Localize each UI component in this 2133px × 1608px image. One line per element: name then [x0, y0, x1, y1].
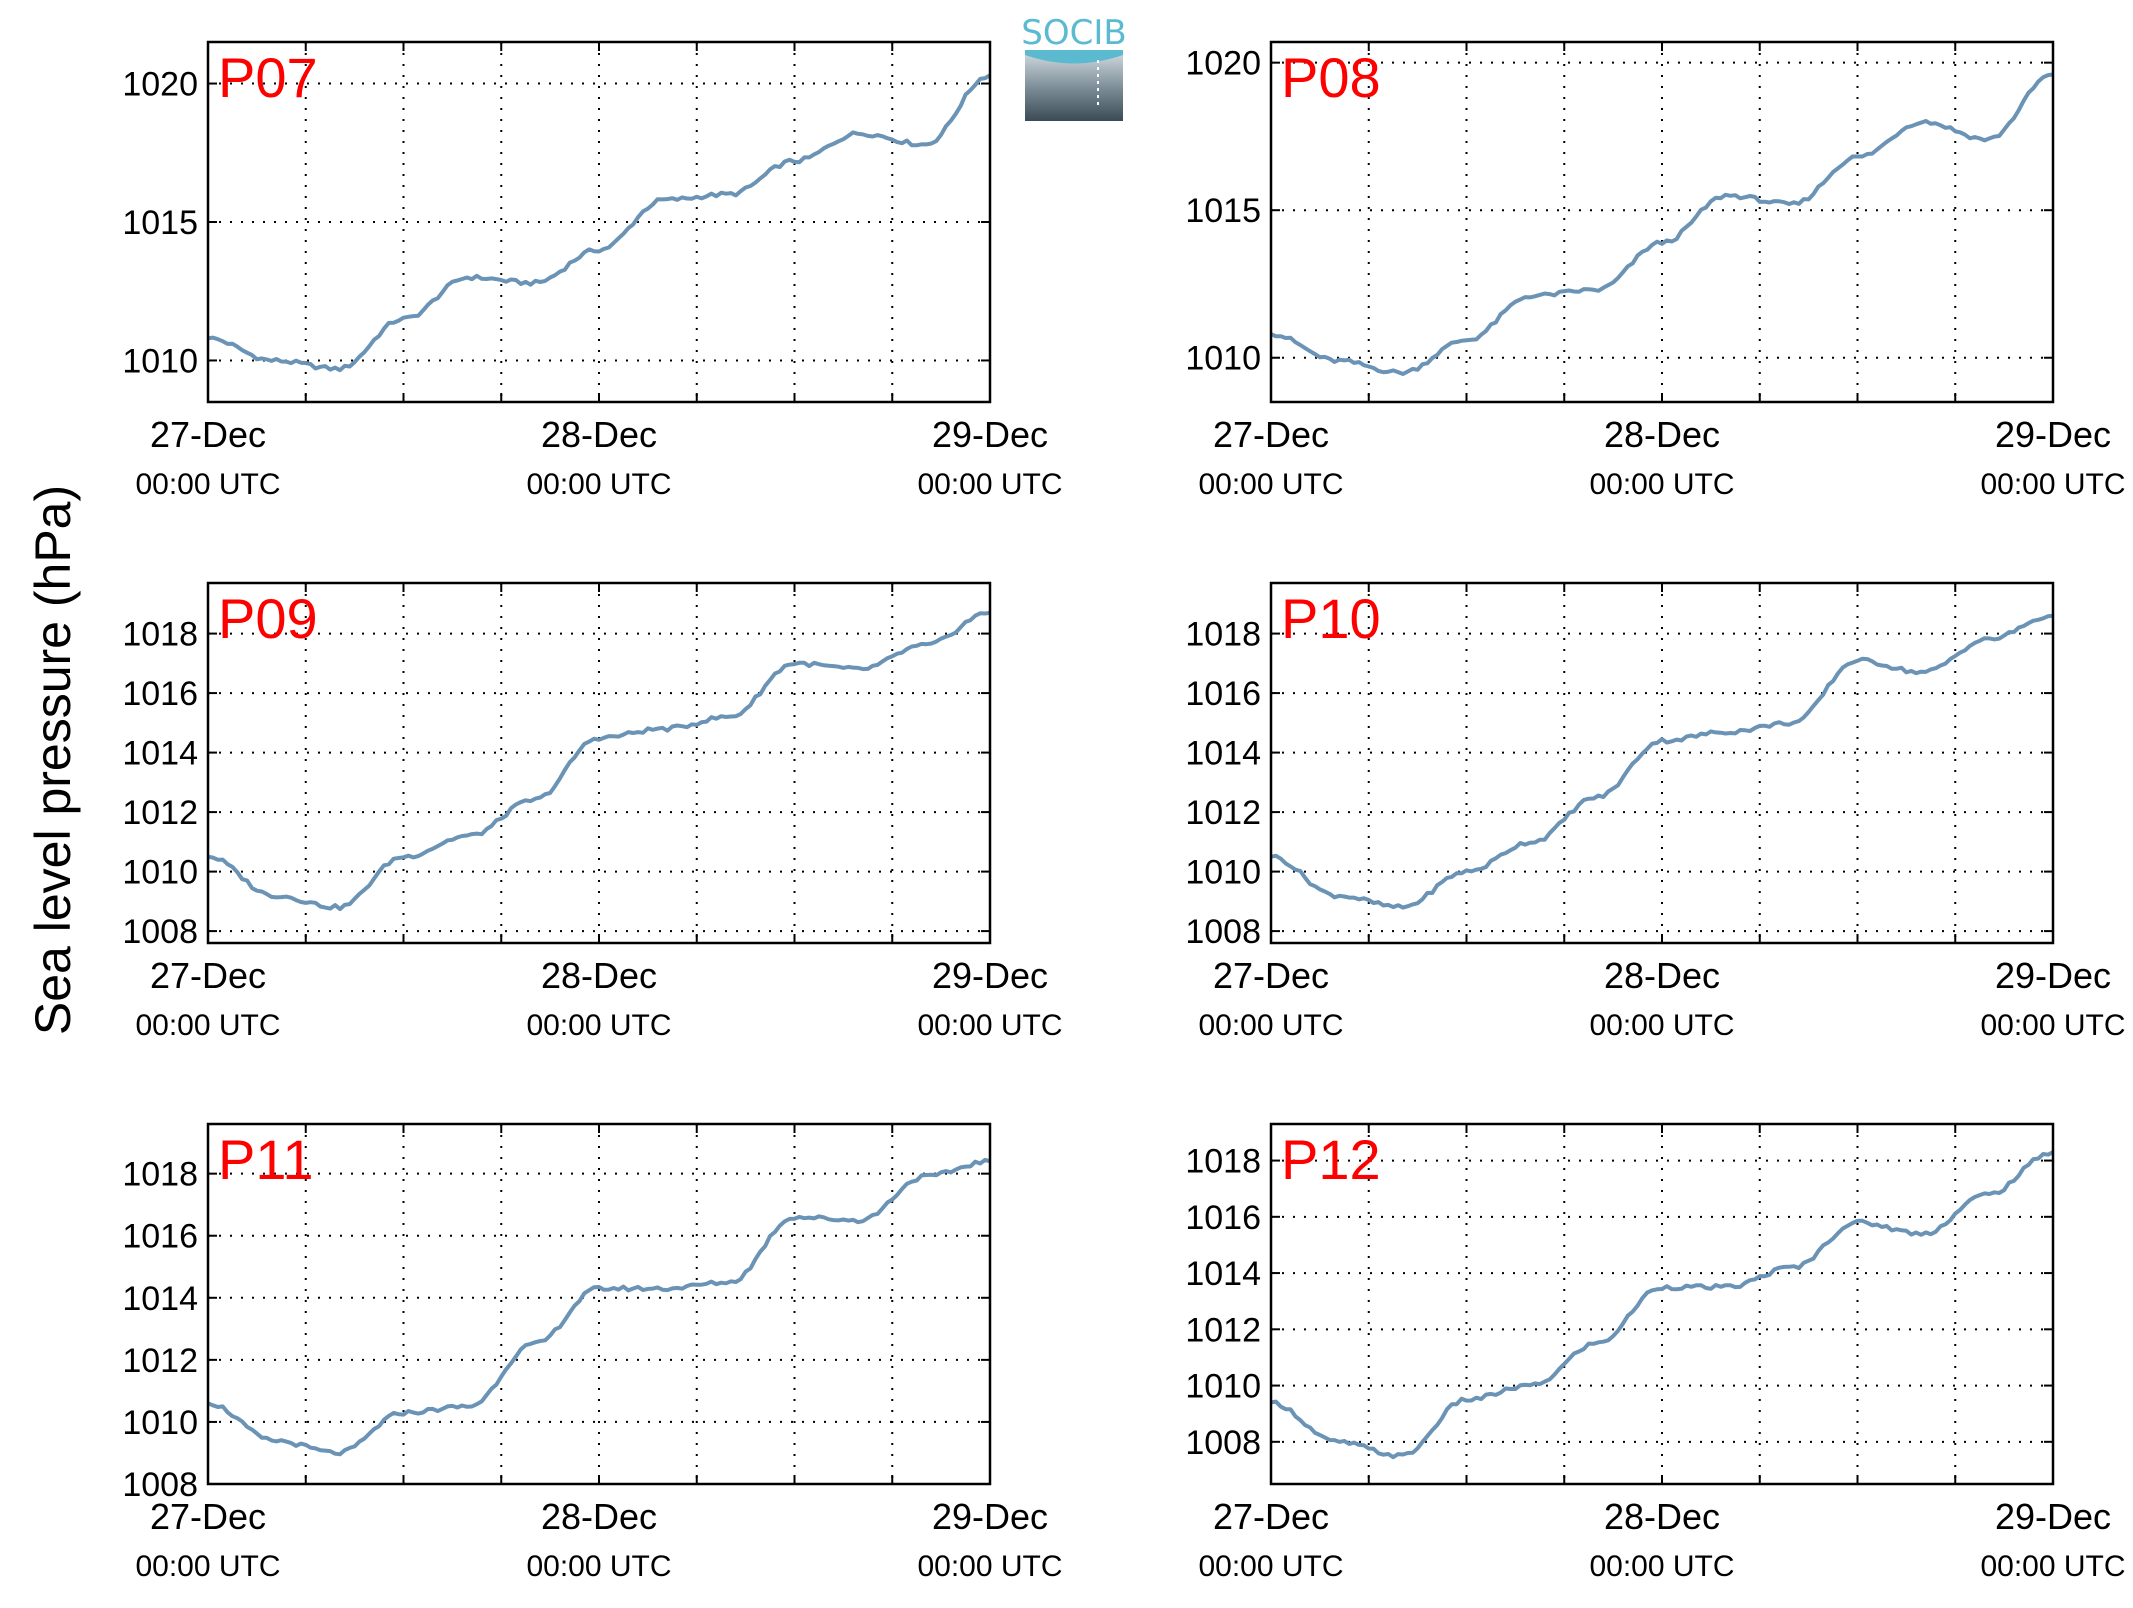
- x-tick-label: 29-Dec: [1995, 955, 2111, 996]
- series-line-p09: [207, 610, 991, 912]
- y-tick-label: 1014: [122, 735, 198, 773]
- panel-p08: 1010 1015 1020 27-Dec 00:00 UTC 28-Dec 00:00 U…: [1185, 40, 2126, 501]
- panels: 1010 1015 1020 27-Dec 00:00 UTC 28-Dec 00:00 U…: [122, 40, 2126, 1583]
- y-tick-label: 1016: [122, 1218, 198, 1256]
- series-line-p08: [1270, 72, 2054, 376]
- series-line-p10: [1270, 613, 2054, 910]
- x-tick-label: 27-Dec: [1213, 414, 1329, 455]
- axes-frame: [206, 581, 992, 945]
- y-tick-label: 1014: [1185, 1255, 1261, 1293]
- x-tick-label: 27-Dec: [150, 414, 266, 455]
- panel-p09: 1008 1010 1012 1014 1016 1018 27-Dec 00:00 UTC 2…: [122, 581, 1063, 1042]
- axes-frame: [1269, 1122, 2055, 1486]
- y-tick-label: 1015: [122, 204, 198, 242]
- x-tick-sublabel: 00:00 UTC: [1589, 468, 1734, 501]
- x-tick-sublabel: 00:00 UTC: [135, 1550, 280, 1583]
- series-line-p12: [1270, 1150, 2054, 1460]
- y-tick-label: 1015: [1185, 192, 1261, 230]
- y-tick-label: 1010: [1185, 854, 1261, 892]
- y-tick-label: 1008: [122, 913, 198, 951]
- x-tick-label: 27-Dec: [150, 1496, 266, 1537]
- y-axis-label: Sea level pressure (hPa): [25, 485, 81, 1035]
- y-tick-label: 1008: [1185, 913, 1261, 951]
- x-tick-sublabel: 00:00 UTC: [1198, 1009, 1343, 1042]
- x-tick-sublabel: 00:00 UTC: [1198, 468, 1343, 501]
- x-tick-label: 28-Dec: [1604, 955, 1720, 996]
- panel-p10: 1008 1010 1012 1014 1016 1018 27-Dec 00:00 UTC 2…: [1185, 581, 2126, 1042]
- x-tick-sublabel: 00:00 UTC: [1198, 1550, 1343, 1583]
- x-tick-sublabel: 00:00 UTC: [1980, 468, 2125, 501]
- x-tick-sublabel: 00:00 UTC: [526, 1550, 671, 1583]
- y-tick-label: 1012: [122, 794, 198, 832]
- panel-p12: 1008 1010 1012 1014 1016 1018 27-Dec 00:00 UTC 2…: [1185, 1122, 2126, 1583]
- x-tick-sublabel: 00:00 UTC: [1589, 1009, 1734, 1042]
- panel-label: P07: [218, 46, 318, 109]
- panel-label: P10: [1281, 587, 1381, 650]
- axes-frame: [206, 1122, 992, 1486]
- y-tick-label: 1010: [1185, 340, 1261, 378]
- x-tick-sublabel: 00:00 UTC: [526, 468, 671, 501]
- y-tick-label: 1010: [122, 854, 198, 892]
- x-tick-sublabel: 00:00 UTC: [917, 1009, 1062, 1042]
- x-tick-sublabel: 00:00 UTC: [1980, 1009, 2125, 1042]
- y-tick-label: 1018: [1185, 1143, 1261, 1181]
- y-tick-label: 1014: [1185, 735, 1261, 773]
- x-tick-label: 29-Dec: [1995, 1496, 2111, 1537]
- y-tick-label: 1020: [122, 66, 198, 104]
- x-tick-sublabel: 00:00 UTC: [917, 468, 1062, 501]
- x-tick-label: 28-Dec: [1604, 414, 1720, 455]
- x-tick-label: 27-Dec: [1213, 955, 1329, 996]
- x-tick-label: 29-Dec: [932, 1496, 1048, 1537]
- x-tick-label: 29-Dec: [932, 955, 1048, 996]
- series-line-p07: [207, 73, 992, 373]
- x-tick-label: 28-Dec: [541, 1496, 657, 1537]
- panel-label: P12: [1281, 1128, 1381, 1191]
- x-tick-label: 29-Dec: [1995, 414, 2111, 455]
- panel-label: P09: [218, 587, 318, 650]
- y-tick-label: 1018: [122, 616, 198, 654]
- y-tick-label: 1012: [1185, 1311, 1261, 1349]
- x-tick-sublabel: 00:00 UTC: [1589, 1550, 1734, 1583]
- y-tick-label: 1018: [122, 1156, 198, 1194]
- y-tick-label: 1008: [1185, 1424, 1261, 1462]
- x-tick-sublabel: 00:00 UTC: [526, 1009, 671, 1042]
- x-tick-sublabel: 00:00 UTC: [1980, 1550, 2125, 1583]
- y-tick-label: 1010: [122, 342, 198, 380]
- x-tick-label: 29-Dec: [932, 414, 1048, 455]
- x-tick-label: 27-Dec: [150, 955, 266, 996]
- y-tick-label: 1016: [122, 675, 198, 713]
- axes-frame: [206, 40, 992, 404]
- panel-p07: 1010 1015 1020 27-Dec 00:00 UTC 28-Dec 00:00 U…: [122, 40, 1063, 501]
- socib-logo: SOCIB: [1021, 13, 1127, 121]
- panel-label: P08: [1281, 46, 1381, 109]
- series-line-p11: [207, 1157, 991, 1457]
- x-tick-sublabel: 00:00 UTC: [135, 1009, 280, 1042]
- x-tick-sublabel: 00:00 UTC: [917, 1550, 1062, 1583]
- panel-label: P11: [218, 1128, 313, 1191]
- x-tick-label: 28-Dec: [541, 414, 657, 455]
- x-tick-label: 27-Dec: [1213, 1496, 1329, 1537]
- y-tick-label: 1014: [122, 1280, 198, 1318]
- y-tick-label: 1008: [122, 1466, 198, 1504]
- panel-p11: 1008 1010 1012 1014 1016 1018 27-Dec 00:00 UTC 2…: [122, 1122, 1063, 1583]
- axes-frame: [1269, 40, 2055, 404]
- y-tick-label: 1020: [1185, 45, 1261, 83]
- logo-block: [1025, 55, 1123, 121]
- y-tick-label: 1012: [1185, 794, 1261, 832]
- y-tick-label: 1010: [1185, 1368, 1261, 1406]
- x-tick-label: 28-Dec: [1604, 1496, 1720, 1537]
- y-tick-label: 1016: [1185, 675, 1261, 713]
- y-tick-label: 1010: [122, 1404, 198, 1442]
- y-tick-label: 1016: [1185, 1199, 1261, 1237]
- x-tick-sublabel: 00:00 UTC: [135, 468, 280, 501]
- logo-text: SOCIB: [1021, 13, 1126, 53]
- y-tick-label: 1018: [1185, 616, 1261, 654]
- y-tick-label: 1012: [122, 1342, 198, 1380]
- axes-frame: [1269, 581, 2055, 945]
- x-tick-label: 28-Dec: [541, 955, 657, 996]
